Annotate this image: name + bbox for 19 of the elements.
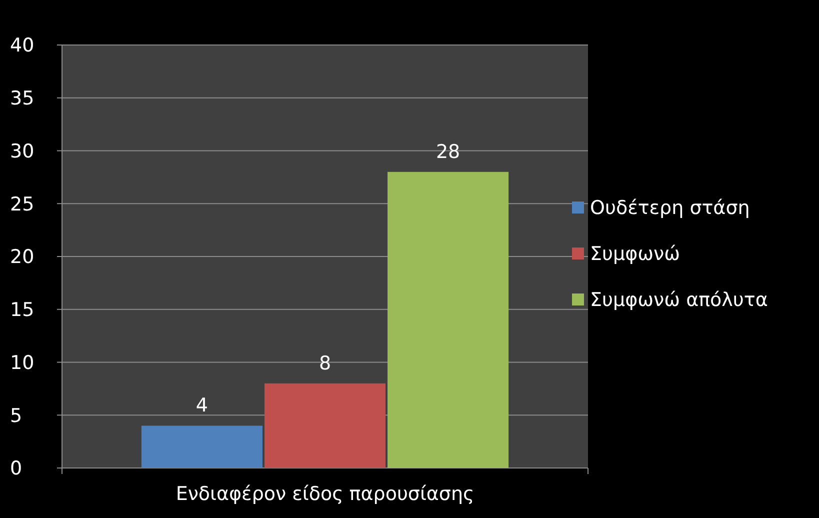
data-label: 4 (196, 394, 208, 417)
y-tick-label: 40 (10, 34, 34, 57)
y-tick-label: 5 (10, 404, 22, 427)
data-label: 28 (436, 140, 460, 163)
legend-label: Συμφωνώ απόλυτα (590, 289, 768, 312)
x-tick-label: Ενδιαφέρον είδος παρουσίασης (176, 483, 474, 505)
legend-label: Συμφωνώ (590, 243, 680, 266)
y-tick-label: 0 (10, 458, 22, 480)
y-tick-label: 25 (10, 193, 34, 216)
y-tick-label: 10 (10, 352, 34, 374)
y-tick-label: 30 (10, 140, 34, 162)
bar (264, 383, 386, 468)
y-tick-label: 35 (10, 88, 34, 110)
bar (141, 426, 262, 468)
y-tick-label: 20 (10, 246, 34, 268)
bar (388, 172, 509, 468)
legend-label: Ουδέτερη στάση (590, 197, 750, 220)
y-tick-label: 15 (10, 299, 34, 322)
data-label: 8 (318, 352, 332, 374)
